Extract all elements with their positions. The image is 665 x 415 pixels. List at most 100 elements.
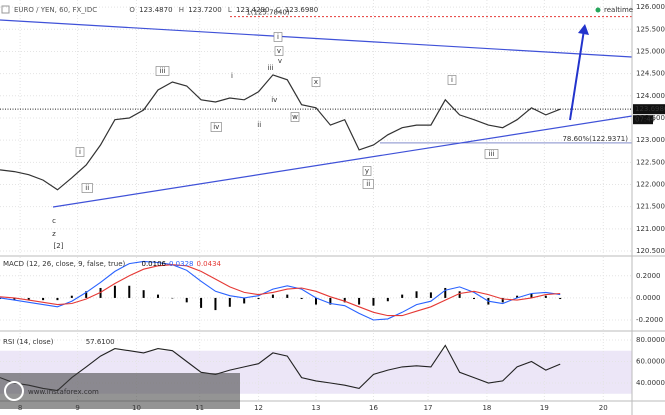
- wave-label: iii: [268, 64, 274, 72]
- histogram-bar: [315, 297, 317, 305]
- panel-title: RSI (14, close) 57.6100: [3, 338, 115, 346]
- wave-label: i: [277, 33, 279, 41]
- histogram-bar: [228, 297, 231, 307]
- histogram-bar: [185, 297, 188, 303]
- y-tick-label: 123.0000: [636, 136, 665, 144]
- rsi-title: RSI (14, close): [3, 338, 54, 346]
- histogram-bar: [171, 297, 174, 299]
- annotation-box: [362, 179, 374, 189]
- histogram-bar: [85, 291, 88, 298]
- histogram-bar: [501, 297, 504, 303]
- histogram-bar: [13, 297, 16, 301]
- projection-arrow: [569, 29, 585, 121]
- wave-label: i: [451, 76, 453, 84]
- wave-label: i: [231, 72, 233, 80]
- indicator-line: [0, 260, 561, 321]
- arrow-head: [578, 24, 589, 35]
- wave-label: iv: [213, 123, 219, 131]
- histogram-bar: [257, 297, 260, 300]
- wave-label: ii: [257, 121, 261, 129]
- annotation-box: [210, 122, 222, 132]
- wave-label: c: [52, 217, 56, 225]
- wave-label: w: [292, 113, 298, 121]
- histogram-bar: [286, 294, 289, 298]
- wave-label: iv: [271, 96, 277, 104]
- wave-label: ii: [366, 180, 370, 188]
- watermark-logo: [4, 381, 24, 401]
- watermark: www.instaforex.com: [28, 388, 99, 396]
- wave-label: iii: [160, 67, 166, 75]
- histogram-bar: [516, 295, 519, 298]
- y-tick-label: 126.0000: [636, 3, 665, 11]
- histogram-bar: [530, 293, 533, 298]
- level-label: 78.60%(122.9371): [562, 135, 628, 143]
- annotation-box: [484, 149, 499, 159]
- wave-label: y: [365, 167, 369, 175]
- histogram-bar: [444, 287, 447, 298]
- ohlc-value: 123.4290: [236, 6, 269, 14]
- indicator-line: [0, 264, 561, 317]
- y-tick-label: 0.2000: [636, 272, 661, 280]
- ohlc-key: C: [276, 6, 281, 14]
- x-tick-label: 13: [312, 404, 321, 412]
- panel-title: MACD (12, 26, close, 9, false, true) 0.0…: [3, 260, 222, 268]
- histogram-bar: [128, 285, 131, 298]
- macd-reading: 0.0434: [196, 260, 221, 268]
- histogram-bar: [27, 297, 30, 301]
- y-tick-label: 121.5000: [636, 203, 665, 211]
- annotation-box: [447, 75, 457, 85]
- annotation-box: [75, 147, 85, 157]
- histogram-bar: [42, 297, 45, 301]
- histogram-bar: [200, 297, 203, 308]
- histogram-bar: [70, 295, 73, 298]
- histogram-bar: [372, 297, 375, 306]
- y-tick-label: 122.0000: [636, 180, 665, 188]
- y-tick-label: 60.0000: [636, 357, 665, 365]
- time-tag: [633, 115, 653, 125]
- x-tick-label: 16: [369, 404, 378, 412]
- icon: [1, 5, 10, 14]
- histogram-bar: [271, 294, 274, 298]
- wave-label: v: [277, 47, 281, 55]
- y-tick-label: 120.5000: [636, 247, 665, 255]
- wave-label: z: [52, 230, 56, 238]
- x-tick-label: 20: [599, 404, 608, 412]
- histogram-bar: [358, 297, 361, 305]
- annotation-box: [311, 77, 321, 87]
- chart-header: EURO / YEN, 60, FX_IDC O 123.4870 H 123.…: [14, 6, 318, 14]
- histogram-bar: [343, 297, 346, 303]
- rsi-reading: 57.6100: [86, 338, 115, 346]
- x-tick-label: 18: [482, 404, 491, 412]
- histogram-bar: [386, 297, 389, 302]
- histogram-bar: [473, 297, 475, 300]
- level-label: 1(125.7840): [246, 9, 290, 17]
- status-dot: [595, 7, 601, 13]
- symbol: EURO / YEN, 60, FX_IDC: [14, 6, 97, 14]
- trendline: [52, 115, 633, 208]
- watermark-band: [0, 373, 240, 409]
- histogram-bar: [401, 294, 404, 298]
- annotation-box: [274, 46, 284, 56]
- y-tick-label: 80.0000: [636, 336, 665, 344]
- x-tick-label: 12: [254, 404, 263, 412]
- annotation-box: [155, 66, 170, 76]
- x-tick-label: 17: [424, 404, 433, 412]
- histogram-bar: [157, 294, 159, 298]
- annotation-box: [273, 32, 283, 42]
- price-line: [0, 74, 561, 191]
- wave-label: [2]: [54, 242, 64, 250]
- indicator-line: [0, 344, 561, 392]
- annotation-box: [290, 112, 300, 122]
- y-tick-label: 40.0000: [636, 379, 665, 387]
- wave-label: i: [79, 148, 81, 156]
- y-tick-label: 125.5000: [636, 25, 665, 33]
- macd-reading: 0.0328: [169, 260, 194, 268]
- histogram-bar: [429, 292, 432, 298]
- ohlc-value: 123.7200: [188, 6, 221, 14]
- y-tick-label: 122.5000: [636, 158, 665, 166]
- histogram-bar: [544, 295, 547, 298]
- y-tick-label: 124.0000: [636, 92, 665, 100]
- macd-title: MACD (12, 26, close, 9, false, true): [3, 260, 126, 268]
- histogram-bar: [300, 297, 303, 300]
